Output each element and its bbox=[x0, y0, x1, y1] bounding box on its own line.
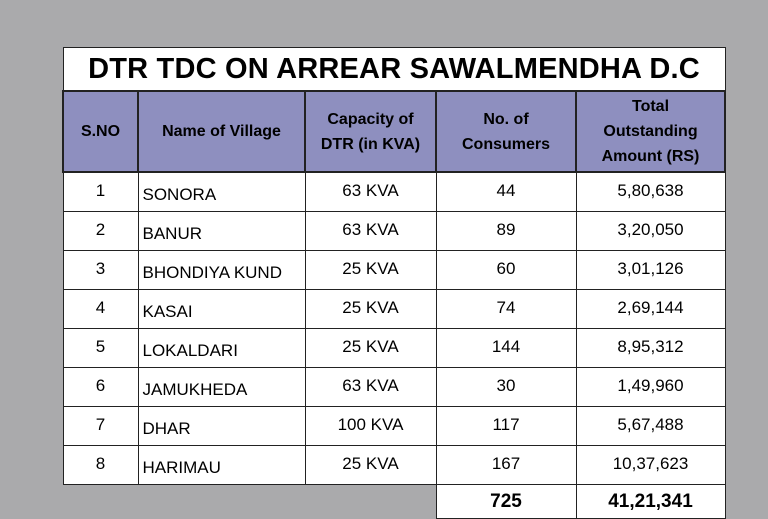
cell-sno: 3 bbox=[62, 250, 139, 290]
totals-spacer bbox=[138, 485, 305, 519]
table-row: 3 BHONDIYA KUND 25 KVA 60 3,01,126 bbox=[62, 250, 726, 290]
cell-amount: 5,80,638 bbox=[575, 171, 726, 212]
cell-village: SONORA bbox=[137, 171, 306, 212]
header-capacity-line1: Capacity of bbox=[327, 110, 414, 128]
cell-consumers: 44 bbox=[435, 171, 577, 212]
cell-amount: 5,67,488 bbox=[575, 406, 726, 446]
cell-village: DHAR bbox=[137, 406, 306, 446]
cell-consumers: 167 bbox=[435, 445, 577, 485]
cell-consumers: 89 bbox=[435, 211, 577, 251]
header-village: Name of Village bbox=[137, 90, 306, 173]
cell-amount: 8,95,312 bbox=[575, 328, 726, 368]
total-consumers: 725 bbox=[435, 484, 577, 519]
cell-capacity: 25 KVA bbox=[304, 289, 437, 329]
cell-amount: 3,01,126 bbox=[575, 250, 726, 290]
header-capacity-line2: DTR (in KVA) bbox=[320, 135, 421, 153]
cell-amount: 10,37,623 bbox=[575, 445, 726, 485]
table-row: 2 BANUR 63 KVA 89 3,20,050 bbox=[62, 211, 726, 251]
cell-amount: 2,69,144 bbox=[575, 289, 726, 329]
cell-sno: 1 bbox=[62, 171, 139, 212]
cell-capacity: 25 KVA bbox=[304, 250, 437, 290]
header-amount-line3: Amount (RS) bbox=[601, 148, 700, 165]
header-consumers: No. of Consumers bbox=[435, 90, 577, 173]
cell-village: KASAI bbox=[137, 289, 306, 329]
header-capacity: Capacity of DTR (in KVA) bbox=[304, 90, 437, 173]
totals-spacer bbox=[63, 485, 138, 519]
cell-sno: 4 bbox=[62, 289, 139, 329]
header-amount-line1: Total bbox=[631, 98, 670, 115]
cell-consumers: 144 bbox=[435, 328, 577, 368]
cell-sno: 6 bbox=[62, 367, 139, 407]
table-row: 5 LOKALDARI 25 KVA 144 8,95,312 bbox=[62, 328, 726, 368]
cell-consumers: 117 bbox=[435, 406, 577, 446]
table-title: DTR TDC ON ARREAR SAWALMENDHA D.C bbox=[62, 47, 726, 92]
cell-consumers: 60 bbox=[435, 250, 577, 290]
cell-capacity: 100 KVA bbox=[304, 406, 437, 446]
cell-village: HARIMAU bbox=[137, 445, 306, 485]
total-amount: 41,21,341 bbox=[575, 484, 726, 519]
cell-consumers: 30 bbox=[435, 367, 577, 407]
cell-sno: 8 bbox=[62, 445, 139, 485]
cell-capacity: 63 KVA bbox=[304, 211, 437, 251]
header-consumers-line2: Consumers bbox=[461, 135, 551, 153]
table-row: 7 DHAR 100 KVA 117 5,67,488 bbox=[62, 406, 726, 446]
table-row: 4 KASAI 25 KVA 74 2,69,144 bbox=[62, 289, 726, 329]
totals-row: 725 41,21,341 bbox=[63, 484, 726, 519]
cell-consumers: 74 bbox=[435, 289, 577, 329]
cell-capacity: 25 KVA bbox=[304, 445, 437, 485]
cell-village: BANUR bbox=[137, 211, 306, 251]
cell-sno: 7 bbox=[62, 406, 139, 446]
cell-capacity: 63 KVA bbox=[304, 171, 437, 212]
header-consumers-line1: No. of bbox=[483, 110, 529, 128]
header-sno: S.NO bbox=[62, 90, 139, 173]
cell-amount: 1,49,960 bbox=[575, 367, 726, 407]
table-row: 6 JAMUKHEDA 63 KVA 30 1,49,960 bbox=[62, 367, 726, 407]
header-amount: Total Outstanding Amount (RS) bbox=[574, 90, 727, 173]
cell-sno: 5 bbox=[62, 328, 139, 368]
cell-capacity: 25 KVA bbox=[304, 328, 437, 368]
table-row: 1 SONORA 63 KVA 44 5,80,638 bbox=[62, 171, 726, 212]
cell-capacity: 63 KVA bbox=[304, 367, 437, 407]
arrear-table: DTR TDC ON ARREAR SAWALMENDHA D.C S.NO N… bbox=[62, 47, 727, 519]
header-amount-line2: Outstanding bbox=[603, 123, 698, 140]
cell-sno: 2 bbox=[62, 211, 139, 251]
header-row: S.NO Name of Village Capacity of DTR (in… bbox=[62, 90, 727, 173]
table-row: 8 HARIMAU 25 KVA 167 10,37,623 bbox=[62, 445, 726, 485]
cell-village: LOKALDARI bbox=[137, 328, 306, 368]
totals-spacer bbox=[305, 484, 437, 519]
cell-village: JAMUKHEDA bbox=[137, 367, 306, 407]
cell-amount: 3,20,050 bbox=[575, 211, 726, 251]
cell-village: BHONDIYA KUND bbox=[137, 250, 306, 290]
